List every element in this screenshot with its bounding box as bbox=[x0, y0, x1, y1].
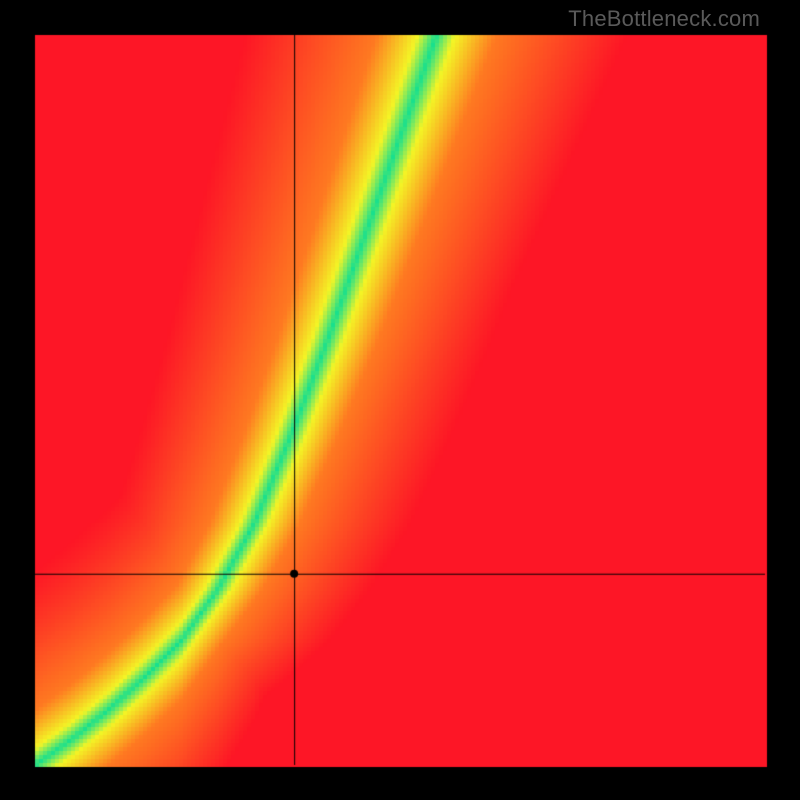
watermark-text: TheBottleneck.com bbox=[568, 6, 760, 32]
chart-container: TheBottleneck.com bbox=[0, 0, 800, 800]
heatmap-canvas bbox=[0, 0, 800, 800]
